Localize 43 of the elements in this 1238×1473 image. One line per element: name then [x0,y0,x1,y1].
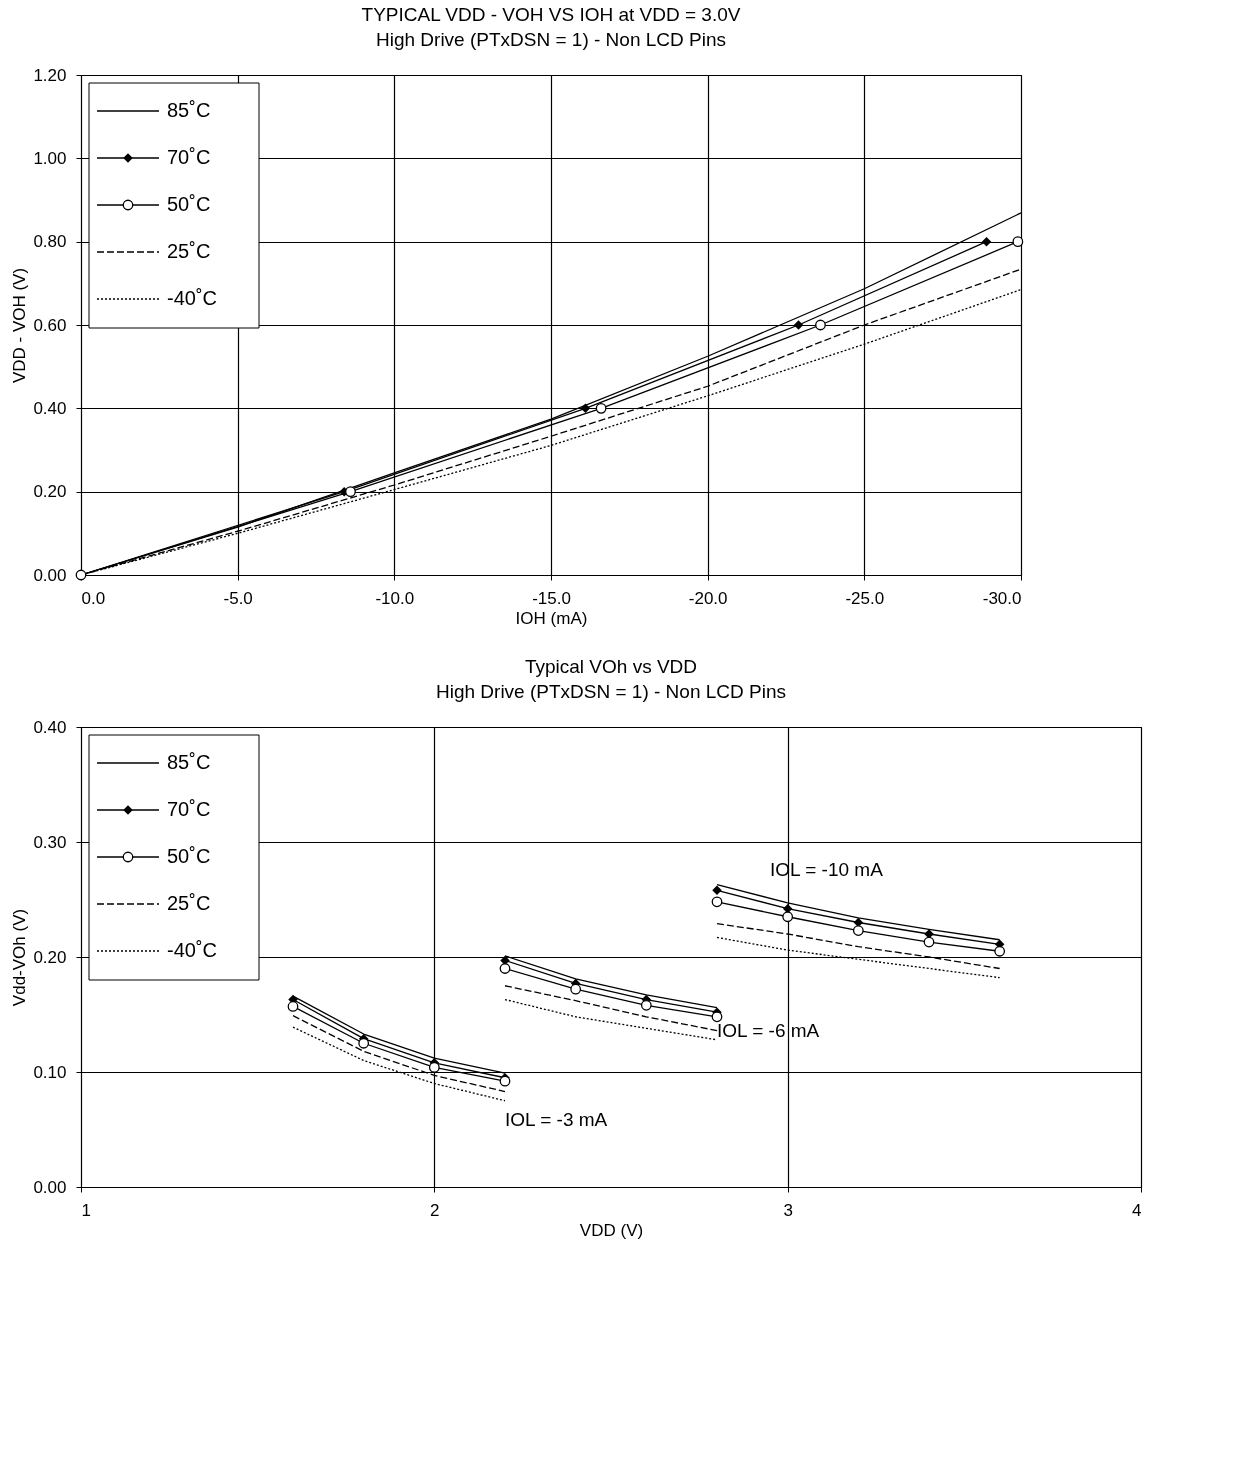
x-tick-label: 4 [1132,1200,1142,1220]
legend-label: 50˚C [167,845,211,867]
legend-label: -40˚C [167,939,218,961]
x-tick-label: -15.0 [532,588,571,608]
legend-label: 25˚C [167,240,211,262]
chart-title: TYPICAL VDD - VOH VS IOH at VDD = 3.0V [361,4,741,25]
x-tick-label: 1 [81,1200,91,1220]
x-axis-title: IOH (mA) [515,608,588,628]
y-tick-label: 1.20 [33,65,67,85]
legend-label: 70˚C [167,798,211,820]
annotation: IOL = -6 mA [717,1019,820,1041]
y-tick-label: 0.20 [33,947,67,967]
y-tick-label: 0.10 [33,1062,67,1082]
y-axis-title: Vdd-VOh (V) [10,908,30,1007]
legend-label: 50˚C [167,193,211,215]
y-tick-label: 0.40 [33,717,67,737]
chart-title: Typical VOh vs VDD [524,656,698,677]
x-tick-label: -25.0 [845,588,885,608]
x-axis-title: VDD (V) [579,1220,644,1240]
x-tick-label: -5.0 [223,588,253,608]
y-tick-label: 1.00 [33,148,67,168]
y-tick-label: 0.30 [33,832,67,852]
y-tick-label: 0.20 [33,482,67,502]
legend-label: 25˚C [167,892,211,914]
annotation: IOL = -3 mA [505,1109,608,1131]
x-tick-label: -20.0 [688,588,728,608]
legend-label: -40˚C [167,287,218,309]
x-tick-label: 2 [430,1200,440,1220]
chart-subtitle: High Drive (PTxDSN = 1) - Non LCD Pins [375,29,727,50]
legend-label: 85˚C [167,99,211,121]
x-tick-label: 0.0 [81,588,106,608]
y-tick-label: 0.00 [33,565,67,585]
y-axis-title: VDD - VOH (V) [10,267,30,384]
legend-label: 70˚C [167,146,211,168]
y-tick-label: 0.00 [33,1177,67,1197]
x-tick-label: -10.0 [375,588,415,608]
y-tick-label: 0.60 [33,315,67,335]
x-tick-label: 3 [783,1200,793,1220]
x-tick-label: -30.0 [982,588,1022,608]
y-tick-label: 0.80 [33,232,67,252]
y-tick-label: 0.40 [33,398,67,418]
legend-label: 85˚C [167,751,211,773]
chart-subtitle: High Drive (PTxDSN = 1) - Non LCD Pins [435,681,787,702]
